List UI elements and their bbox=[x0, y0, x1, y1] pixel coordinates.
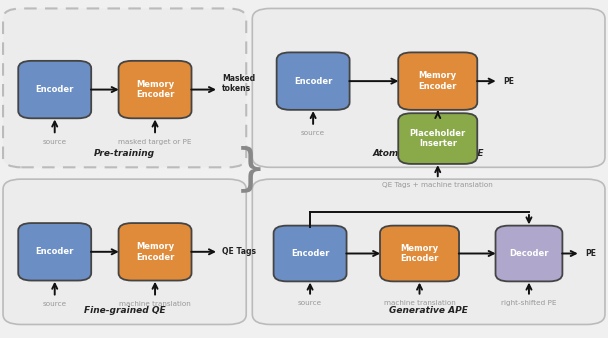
Text: Pre-training: Pre-training bbox=[94, 149, 155, 158]
FancyBboxPatch shape bbox=[119, 223, 192, 281]
FancyBboxPatch shape bbox=[3, 8, 246, 167]
FancyBboxPatch shape bbox=[398, 52, 477, 110]
Text: }: } bbox=[235, 145, 267, 193]
Text: PE: PE bbox=[585, 249, 596, 258]
Text: source: source bbox=[298, 300, 322, 306]
FancyBboxPatch shape bbox=[18, 223, 91, 281]
Text: Atomic Operation APE: Atomic Operation APE bbox=[373, 149, 485, 158]
Text: Encoder: Encoder bbox=[35, 85, 74, 94]
Text: QE Tags: QE Tags bbox=[222, 247, 256, 256]
FancyBboxPatch shape bbox=[274, 226, 347, 281]
FancyBboxPatch shape bbox=[18, 61, 91, 118]
FancyBboxPatch shape bbox=[380, 226, 459, 281]
FancyBboxPatch shape bbox=[277, 52, 350, 110]
Text: right-shifted PE: right-shifted PE bbox=[501, 300, 557, 306]
Text: source: source bbox=[43, 301, 67, 307]
Text: Decoder: Decoder bbox=[510, 249, 548, 258]
FancyBboxPatch shape bbox=[496, 226, 562, 281]
Text: Encoder: Encoder bbox=[291, 249, 330, 258]
Text: source: source bbox=[301, 130, 325, 136]
FancyBboxPatch shape bbox=[252, 8, 605, 167]
Text: source: source bbox=[43, 139, 67, 145]
FancyBboxPatch shape bbox=[3, 179, 246, 324]
Text: Encoder: Encoder bbox=[294, 77, 333, 86]
Text: Memory
Encoder: Memory Encoder bbox=[400, 244, 439, 263]
Text: Fine-grained QE: Fine-grained QE bbox=[84, 306, 165, 315]
Text: Encoder: Encoder bbox=[35, 247, 74, 256]
Text: Memory
Encoder: Memory Encoder bbox=[136, 242, 174, 262]
FancyBboxPatch shape bbox=[398, 113, 477, 164]
FancyBboxPatch shape bbox=[119, 61, 192, 118]
Text: PE: PE bbox=[503, 77, 514, 86]
Text: Generative APE: Generative APE bbox=[389, 306, 468, 315]
Text: Masked
tokens: Masked tokens bbox=[222, 74, 255, 93]
Text: Placeholder
Inserter: Placeholder Inserter bbox=[410, 129, 466, 148]
Text: QE Tags + machine translation: QE Tags + machine translation bbox=[382, 182, 493, 188]
Text: machine translation: machine translation bbox=[119, 301, 191, 307]
FancyBboxPatch shape bbox=[252, 179, 605, 324]
Text: Memory
Encoder: Memory Encoder bbox=[136, 80, 174, 99]
Text: machine translation: machine translation bbox=[384, 300, 455, 306]
Text: Memory
Encoder: Memory Encoder bbox=[418, 71, 457, 91]
Text: masked target or PE: masked target or PE bbox=[119, 139, 192, 145]
